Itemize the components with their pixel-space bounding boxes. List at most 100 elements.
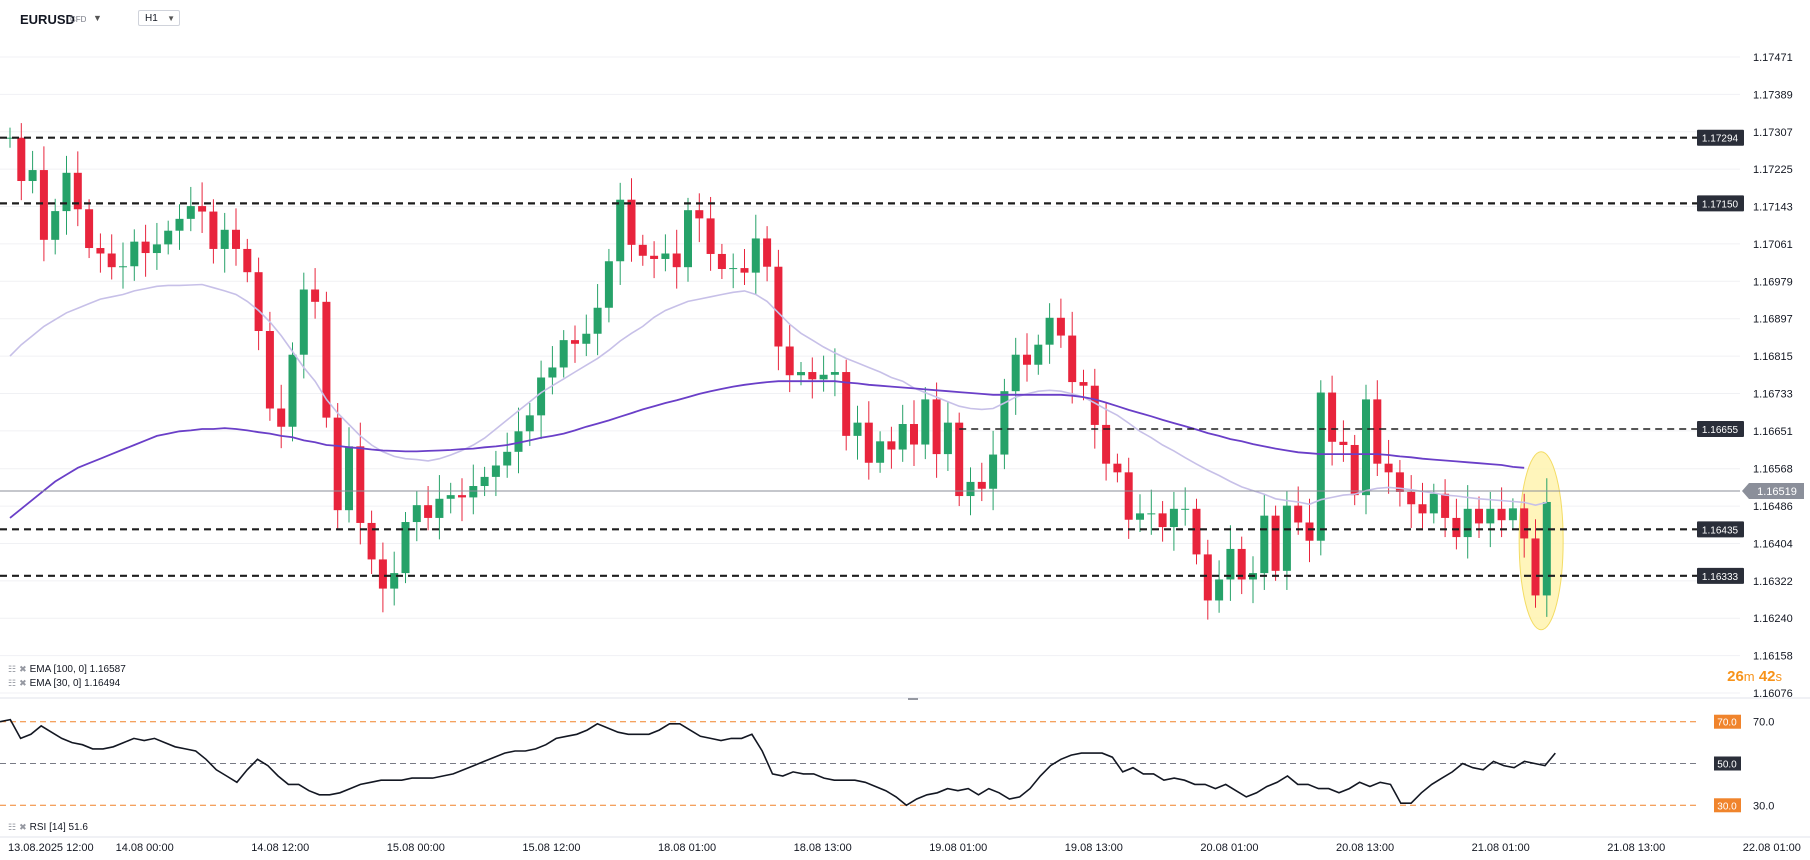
x-tick-label: 18.08 13:00 [794,842,852,854]
candle-body [1158,513,1167,528]
legend-ema30-label: EMA [30, 0] 1.16494 [29,678,121,689]
level-label-bg [1697,521,1744,538]
candle-body [638,244,647,256]
candle-body [119,266,127,268]
rsi-level-label-bg [1714,756,1741,771]
candle-body [458,495,466,498]
candle-body [1328,392,1337,442]
candle-body [265,331,274,409]
candle-body [1237,548,1246,580]
y-tick-label: 1.16404 [1753,538,1793,550]
candle-body [921,399,930,445]
candle-body [684,210,692,268]
candle-body [706,218,715,254]
candle-body [604,261,613,308]
candle-body [627,199,636,245]
candle-body [943,422,952,455]
close-icon[interactable]: ✖ [19,678,27,688]
candle-body [1395,472,1404,492]
candle-body [1215,579,1224,601]
level-label: 1.17150 [1702,199,1739,210]
candle-body [39,170,48,240]
candle-body [797,372,805,376]
level-label-bg [1697,421,1744,438]
candle-body [198,206,207,212]
candle-body [785,346,794,376]
y-tick-label: 1.16897 [1753,314,1793,326]
rsi-level-label-bg [1714,798,1741,813]
x-tick-label: 15.08 00:00 [387,842,445,854]
close-icon[interactable]: ✖ [19,664,27,674]
y-tick-label: 1.16568 [1753,464,1793,476]
candle-body [1542,501,1551,596]
candle-body [1260,515,1269,574]
candle-body [763,238,772,267]
candle-body [6,137,14,139]
y-tick-label: 1.16158 [1753,651,1793,663]
indicator-settings-icon[interactable]: ☷ [8,664,17,674]
candle-body [1147,513,1156,515]
candle-body [887,441,896,450]
level-label-bg [1697,129,1744,146]
candle-body [955,422,964,497]
candle-body [1226,548,1235,580]
x-tick-label: 14.08 00:00 [116,842,174,854]
timeframe-select[interactable]: H1 ▼ [138,10,180,26]
candle-body [378,559,387,589]
candle-body [582,333,591,344]
candle-body [1034,344,1043,365]
y-tick-label: 1.16651 [1753,426,1793,438]
timer-minutes: 26 [1727,668,1744,685]
y-tick-label: 1.17225 [1753,164,1793,176]
y-tick-label: 1.17061 [1753,239,1793,251]
candle-body [299,289,308,355]
candle-body [910,424,918,445]
legend-ema100[interactable]: ☷ ✖ EMA [100, 0] 1.16587 [8,664,126,675]
candle-body [1362,399,1370,496]
close-icon[interactable]: ✖ [19,822,27,832]
candle-body [17,137,26,182]
y-tick-label: 1.16733 [1753,388,1793,400]
indicator-settings-icon[interactable]: ☷ [8,822,17,832]
candle-body [830,372,839,375]
candle-body [1045,317,1054,345]
y-tick-label: 1.17471 [1753,52,1793,64]
candle-body [480,476,489,487]
candle-body [650,255,659,259]
candle-body [1407,491,1416,505]
candle-body [1384,463,1393,473]
candle-body [1429,493,1438,514]
candle-body [593,307,602,334]
x-tick-label: 14.08 12:00 [251,842,309,854]
candle-body [141,241,150,254]
legend-ema30[interactable]: ☷ ✖ EMA [30, 0] 1.16494 [8,678,120,689]
legend-rsi[interactable]: ☷ ✖ RSI [14] 51.6 [8,822,88,833]
x-tick-label: 21.08 01:00 [1472,842,1530,854]
ema30-line [9,283,1547,507]
level-label: 1.17294 [1702,134,1739,145]
candle-body [717,253,726,269]
candles-group [6,123,1551,620]
instrument-type-label: CFD [70,15,87,24]
candle-body [571,340,579,344]
y-tick-label: 1.16322 [1753,576,1793,588]
x-tick-label: 18.08 01:00 [658,842,716,854]
candle-body [1068,335,1077,383]
candle-body [51,211,60,240]
current-price-label: 1.16519 [1757,486,1797,498]
candle-body [695,210,704,219]
candle-body [367,522,376,560]
candle-body [966,481,975,497]
candle-body [1023,354,1031,365]
candle-body [977,481,986,489]
x-tick-label: 19.08 13:00 [1065,842,1123,854]
indicator-settings-icon[interactable]: ☷ [8,678,17,688]
symbol-label[interactable]: EURUSD [20,12,75,27]
candle-body [96,248,105,254]
candle-body [209,211,218,249]
symbol-chevron-down-icon[interactable]: ▼ [93,13,102,23]
candle-body [729,268,738,270]
x-tick-label: 19.08 01:00 [929,842,987,854]
candle-body [1181,508,1190,510]
